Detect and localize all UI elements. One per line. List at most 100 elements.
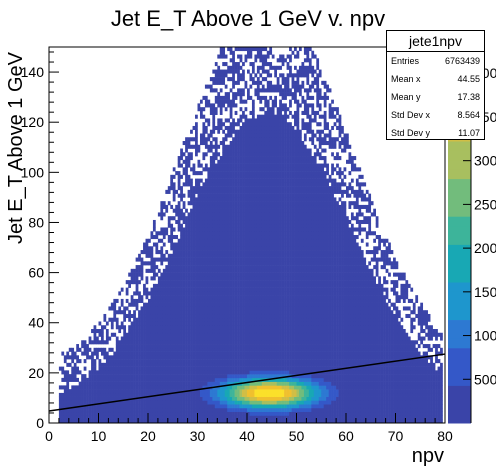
heatmap-cell <box>155 306 159 311</box>
heatmap-cell <box>222 182 226 187</box>
heatmap-cell <box>276 110 280 115</box>
heatmap-cell <box>135 404 139 409</box>
heatmap-cell <box>247 419 250 424</box>
heatmap-cell <box>58 404 62 409</box>
heatmap-cell <box>195 268 198 273</box>
heatmap-cell <box>232 392 235 397</box>
heatmap-cell <box>256 340 260 345</box>
heatmap-cell <box>232 253 235 258</box>
heatmap-cell <box>261 283 265 288</box>
heatmap-cell <box>197 242 201 247</box>
heatmap-cell <box>204 404 208 409</box>
heatmap-cell <box>224 257 228 262</box>
heatmap-cell <box>237 167 240 172</box>
heatmap-cell <box>152 355 156 360</box>
heatmap-cell <box>232 62 235 67</box>
heatmap-cell <box>199 396 203 401</box>
heatmap-cell <box>182 159 186 164</box>
heatmap-cell <box>172 276 176 281</box>
heatmap-cell <box>157 231 161 236</box>
heatmap-cell <box>115 381 119 386</box>
heatmap-cell <box>195 133 198 138</box>
heatmap-cell <box>271 329 275 334</box>
heatmap-cell <box>229 58 233 63</box>
heatmap-cell <box>244 329 248 334</box>
heatmap-cell <box>271 54 275 59</box>
heatmap-cell <box>175 325 178 330</box>
heatmap-cell <box>266 197 270 202</box>
heatmap-cell <box>219 362 223 367</box>
heatmap-cell <box>125 374 129 379</box>
heatmap-cell <box>229 212 233 217</box>
heatmap-cell <box>98 407 102 413</box>
heatmap-cell <box>239 253 243 258</box>
heatmap-cell <box>155 411 159 416</box>
heatmap-cell <box>175 268 178 273</box>
heatmap-cell <box>264 246 268 251</box>
heatmap-cell <box>123 396 127 401</box>
heatmap-cell <box>244 163 248 168</box>
heatmap-cell <box>202 321 206 326</box>
heatmap-cell <box>120 362 124 367</box>
heatmap-cell <box>212 298 216 303</box>
heatmap-cell <box>130 411 134 416</box>
heatmap-cell <box>120 411 124 416</box>
heatmap-cell <box>269 73 273 78</box>
heatmap-cell <box>177 212 181 217</box>
heatmap-cell <box>232 310 235 315</box>
heatmap-cell <box>180 313 183 319</box>
heatmap-cell <box>180 306 183 311</box>
heatmap-cell <box>148 246 151 251</box>
heatmap-cell <box>214 110 218 115</box>
heatmap-cell <box>219 231 223 236</box>
heatmap-cell <box>222 366 226 371</box>
heatmap-cell <box>276 347 280 352</box>
heatmap-cell <box>165 321 169 326</box>
heatmap-cell <box>202 276 206 281</box>
heatmap-cell <box>170 246 174 251</box>
heatmap-cell <box>217 385 221 390</box>
heatmap-cell <box>259 204 263 209</box>
heatmap-cell <box>155 359 159 364</box>
heatmap-cell <box>244 137 248 142</box>
heatmap-cell <box>71 407 75 413</box>
heatmap-cell <box>172 193 176 198</box>
heatmap-cell <box>237 355 240 360</box>
heatmap-cell <box>266 253 270 258</box>
heatmap-cell <box>217 178 221 183</box>
heatmap-cell <box>207 208 211 213</box>
heatmap-cell <box>266 125 270 131</box>
heatmap-cell <box>276 280 280 285</box>
heatmap-cell <box>209 407 213 413</box>
heatmap-cell <box>264 197 268 202</box>
heatmap-cell <box>177 355 181 360</box>
heatmap-cell <box>276 253 280 258</box>
heatmap-cell <box>217 283 221 288</box>
heatmap-cell <box>68 355 72 360</box>
heatmap-cell <box>261 253 265 258</box>
heatmap-cell <box>259 396 263 401</box>
heatmap-cell <box>100 415 104 420</box>
heatmap-cell <box>162 321 166 326</box>
heatmap-cell <box>195 189 198 194</box>
heatmap-cell <box>180 280 183 285</box>
heatmap-cell <box>100 411 104 416</box>
heatmap-cell <box>115 392 119 397</box>
heatmap-cell <box>227 238 230 243</box>
heatmap-cell <box>244 212 248 217</box>
heatmap-cell <box>103 317 107 322</box>
heatmap-cell <box>269 223 273 228</box>
heatmap-cell <box>185 261 188 266</box>
heatmap-cell <box>187 193 191 198</box>
heatmap-cell <box>256 65 260 70</box>
heatmap-cell <box>130 362 134 367</box>
heatmap-cell <box>113 310 117 315</box>
heatmap-cell <box>170 310 174 315</box>
heatmap-cell <box>187 377 191 382</box>
heatmap-cell <box>162 283 166 288</box>
heatmap-cell <box>175 370 178 375</box>
heatmap-cell <box>256 344 260 349</box>
heatmap-cell <box>138 389 141 394</box>
heatmap-cell <box>217 366 221 371</box>
heatmap-cell <box>123 374 127 379</box>
